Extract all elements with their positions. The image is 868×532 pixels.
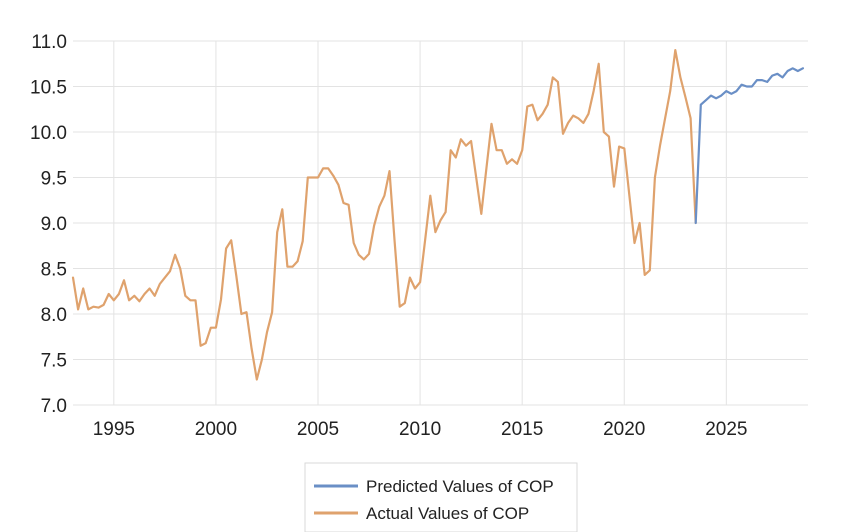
y-tick-label: 11.0 (31, 32, 67, 53)
legend-label-predicted: Predicted Values of COP (366, 477, 554, 496)
y-tick-label: 10.5 (30, 78, 67, 99)
legend-box (304, 462, 578, 532)
series-line-actual (71, 48, 697, 381)
x-tick-label: 2005 (297, 419, 339, 440)
y-tick-label: 8.5 (41, 260, 67, 281)
legend: Predicted Values of COP Actual Values of… (304, 462, 578, 532)
y-tick-label: 9.0 (41, 214, 67, 235)
x-axis-tick-labels: 1995 2000 2005 2010 2015 2020 2025 (93, 419, 748, 440)
y-tick-label: 7.5 (41, 351, 67, 372)
series-line-predicted (694, 67, 805, 225)
series-lines (71, 48, 805, 381)
y-tick-label: 7.0 (41, 396, 67, 417)
x-tick-label: 2000 (195, 419, 237, 440)
x-tick-label: 2015 (501, 419, 543, 440)
x-tick-label: 2025 (705, 419, 747, 440)
legend-label-actual: Actual Values of COP (366, 504, 529, 523)
y-tick-label: 9.5 (41, 169, 67, 190)
x-tick-label: 1995 (93, 419, 135, 440)
y-axis-tick-labels: 7.0 7.5 8.0 8.5 9.0 9.5 10.0 10.5 11.0 (30, 32, 67, 417)
x-tick-label: 2020 (603, 419, 645, 440)
y-tick-label: 10.0 (30, 123, 67, 144)
y-tick-label: 8.0 (41, 305, 67, 326)
x-tick-label: 2010 (399, 419, 441, 440)
